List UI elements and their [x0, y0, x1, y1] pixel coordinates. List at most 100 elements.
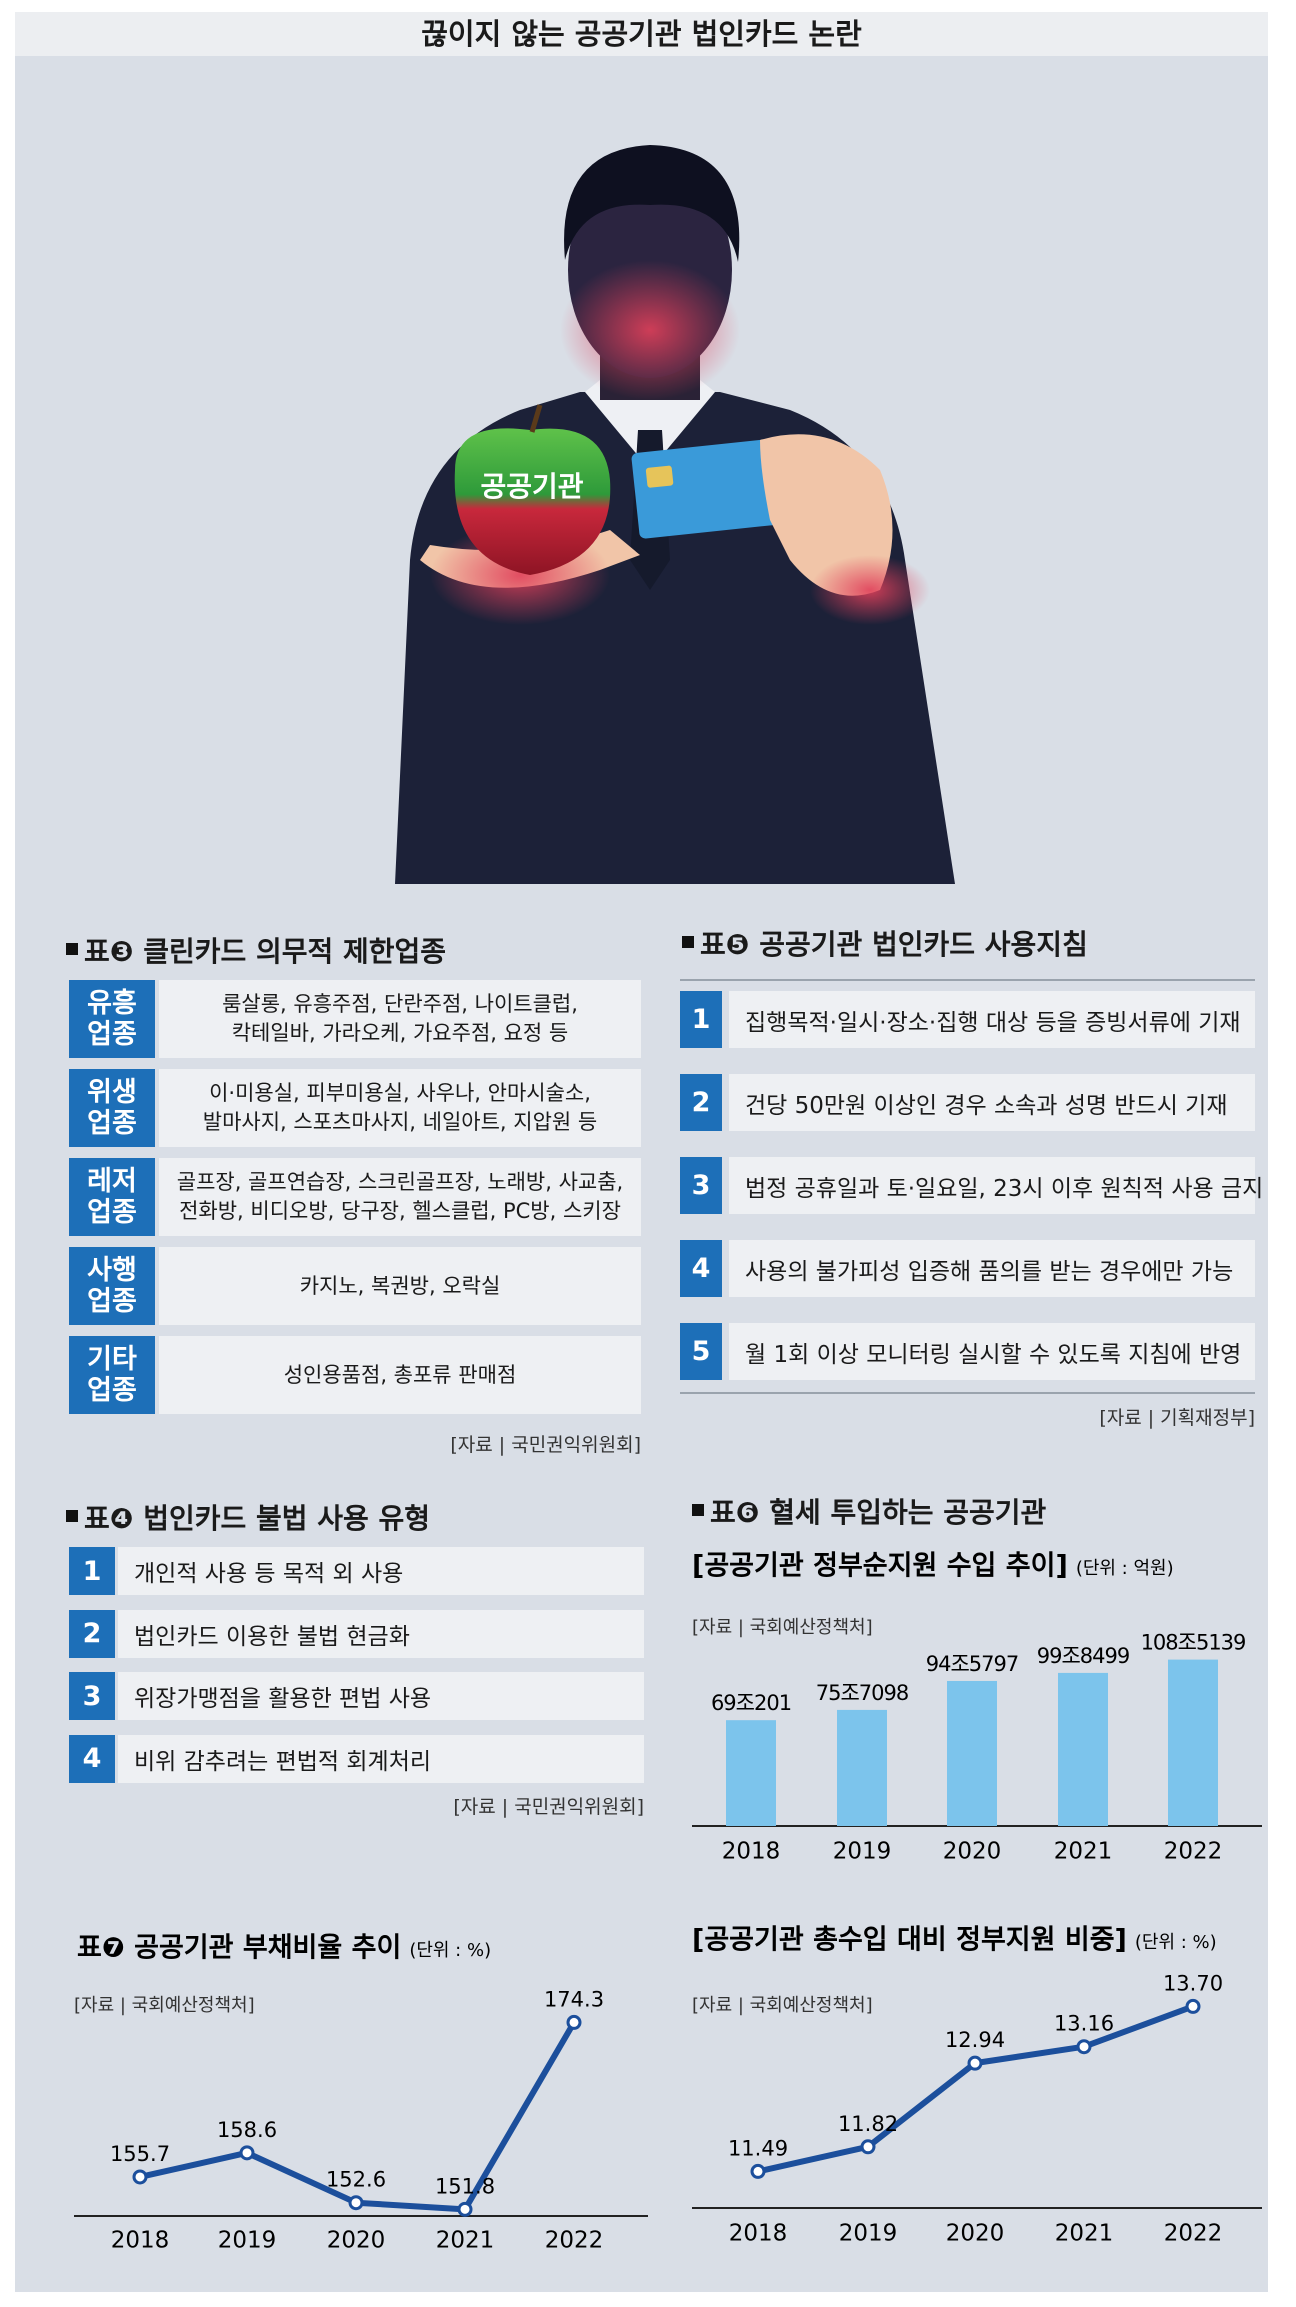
chart-title: [공공기관 총수입 대비 정부지원 비중]	[692, 1925, 1127, 1956]
x-tick-label: 2020	[327, 2228, 386, 2254]
face-glow	[560, 260, 740, 400]
bar	[726, 1720, 776, 1826]
card-body	[631, 439, 779, 539]
point	[750, 2163, 766, 2179]
x-tick-label: 2019	[839, 2221, 898, 2247]
point	[1076, 2039, 1092, 2055]
apple-stem	[529, 404, 543, 433]
x-tick-label: 2021	[1054, 1839, 1113, 1865]
item-number: 1	[680, 991, 722, 1048]
point	[566, 2014, 582, 2030]
x-tick-label: 2022	[545, 2228, 604, 2254]
value-label: 151.8	[435, 2174, 495, 2198]
point	[1185, 1998, 1201, 2014]
source-note: [자료 | 국민권익위원회]	[453, 1796, 644, 1818]
item-text: 비위 감추려는 편법적 회계처리	[118, 1734, 644, 1783]
item-text: 개인적 사용 등 목적 외 사용	[118, 1547, 644, 1595]
bar	[1168, 1659, 1218, 1826]
value-label: 94조5797	[926, 1652, 1019, 1676]
item-number: 5	[680, 1323, 722, 1380]
section-title: 표❹ 법인카드 불법 사용 유형	[84, 1502, 431, 1535]
item-number: 4	[680, 1240, 722, 1297]
x-tick-label: 2021	[436, 2228, 495, 2254]
chart-unit: (단위 : 억원)	[1076, 1558, 1174, 1579]
content-cell: 성인용품점, 총포류 판매점	[159, 1336, 641, 1414]
x-tick-label: 2022	[1164, 2221, 1223, 2247]
main-title: 끊이지 않는 공공기관 법인카드 논란	[421, 17, 862, 51]
content-cell: 카지노, 복권방, 오락실	[159, 1247, 641, 1325]
value-label: 69조201	[711, 1691, 791, 1715]
item-text: 집행목적·일시·장소·집행 대상 등을 증빙서류에 기재	[729, 991, 1255, 1048]
category-cell: 레저 업종	[69, 1158, 155, 1236]
point	[348, 2195, 364, 2211]
x-tick-label: 2018	[111, 2228, 170, 2254]
value-label: 11.82	[838, 2112, 898, 2136]
section-title: 표❸ 클린카드 의무적 제한업종	[84, 935, 447, 968]
x-tick-label: 2020	[943, 1839, 1002, 1865]
rule	[680, 1392, 1255, 1394]
rule	[680, 979, 1255, 981]
chart-title: 표❼ 공공기관 부채비율 추이	[77, 1933, 401, 1964]
item-text: 사용의 불가피성 입증해 품의를 받는 경우에만 가능	[729, 1240, 1255, 1297]
source-note: [자료 | 기획재정부]	[1099, 1407, 1255, 1429]
item-number: 3	[680, 1157, 722, 1214]
source-note: [자료 | 국회예산정책처]	[74, 1995, 255, 2016]
bar	[947, 1680, 997, 1826]
chart-title: [공공기관 정부순지원 수입 추이]	[692, 1551, 1068, 1582]
category-cell: 유흥 업종	[69, 980, 155, 1058]
source-note: [자료 | 국민권익위원회]	[450, 1434, 641, 1456]
content-cell: 이·미용실, 피부미용실, 사우나, 안마시술소, 발마사지, 스포츠마사지, …	[159, 1069, 641, 1147]
section-title: 표❻ 혈세 투입하는 공공기관	[710, 1496, 1047, 1529]
x-tick-label: 2019	[218, 2228, 277, 2254]
item-text: 법인카드 이용한 불법 현금화	[118, 1609, 644, 1658]
bar	[1058, 1672, 1108, 1826]
value-label: 13.70	[1163, 1971, 1223, 1995]
point	[132, 2169, 148, 2185]
item-text: 위장가맹점을 활용한 편법 사용	[118, 1672, 644, 1720]
item-number: 2	[680, 1074, 722, 1131]
item-number: 4	[69, 1734, 115, 1783]
x-tick-label: 2022	[1164, 1839, 1223, 1865]
apple	[454, 428, 611, 575]
x-tick-label: 2019	[833, 1839, 892, 1865]
apple-label: 공공기관	[480, 470, 583, 503]
point	[457, 2201, 473, 2217]
content-cell: 골프장, 골프연습장, 스크린골프장, 노래방, 사교춤, 전화방, 비디오방,…	[159, 1158, 641, 1236]
value-label: 108조5139	[1141, 1631, 1246, 1655]
source-note: [자료 | 국회예산정책처]	[692, 1995, 873, 2016]
point	[239, 2145, 255, 2161]
item-text: 건당 50만원 이상인 경우 소속과 성명 반드시 기재	[729, 1074, 1255, 1131]
bullet	[692, 1504, 704, 1516]
value-label: 152.6	[326, 2168, 386, 2192]
card-chip	[645, 465, 674, 488]
bullet	[682, 936, 694, 948]
bar	[837, 1709, 887, 1826]
right-hand-glow	[810, 555, 930, 625]
x-tick-label: 2018	[722, 1839, 781, 1865]
point	[860, 2139, 876, 2155]
x-tick-label: 2021	[1055, 2221, 1114, 2247]
bullet	[66, 1510, 78, 1522]
item-number: 2	[69, 1609, 115, 1658]
title-bar	[15, 12, 1268, 56]
x-tick-label: 2018	[729, 2221, 788, 2247]
hair	[564, 145, 740, 262]
value-label: 158.6	[217, 2118, 277, 2142]
category-cell: 기타 업종	[69, 1336, 155, 1414]
section-title: 표❺ 공공기관 법인카드 사용지침	[700, 928, 1088, 961]
item-number: 1	[69, 1547, 115, 1595]
value-label: 11.49	[728, 2136, 788, 2160]
credit-card	[631, 439, 779, 539]
point	[967, 2055, 983, 2071]
value-label: 12.94	[945, 2028, 1005, 2052]
value-label: 13.16	[1054, 2012, 1114, 2036]
x-tick-label: 2020	[946, 2221, 1005, 2247]
value-label: 75조7098	[816, 1681, 909, 1705]
chart-unit: (단위 : %)	[409, 1940, 491, 1961]
value-label: 174.3	[544, 1987, 604, 2011]
item-text: 월 1회 이상 모니터링 실시할 수 있도록 지침에 반영	[729, 1323, 1255, 1380]
value-label: 155.7	[110, 2142, 170, 2166]
